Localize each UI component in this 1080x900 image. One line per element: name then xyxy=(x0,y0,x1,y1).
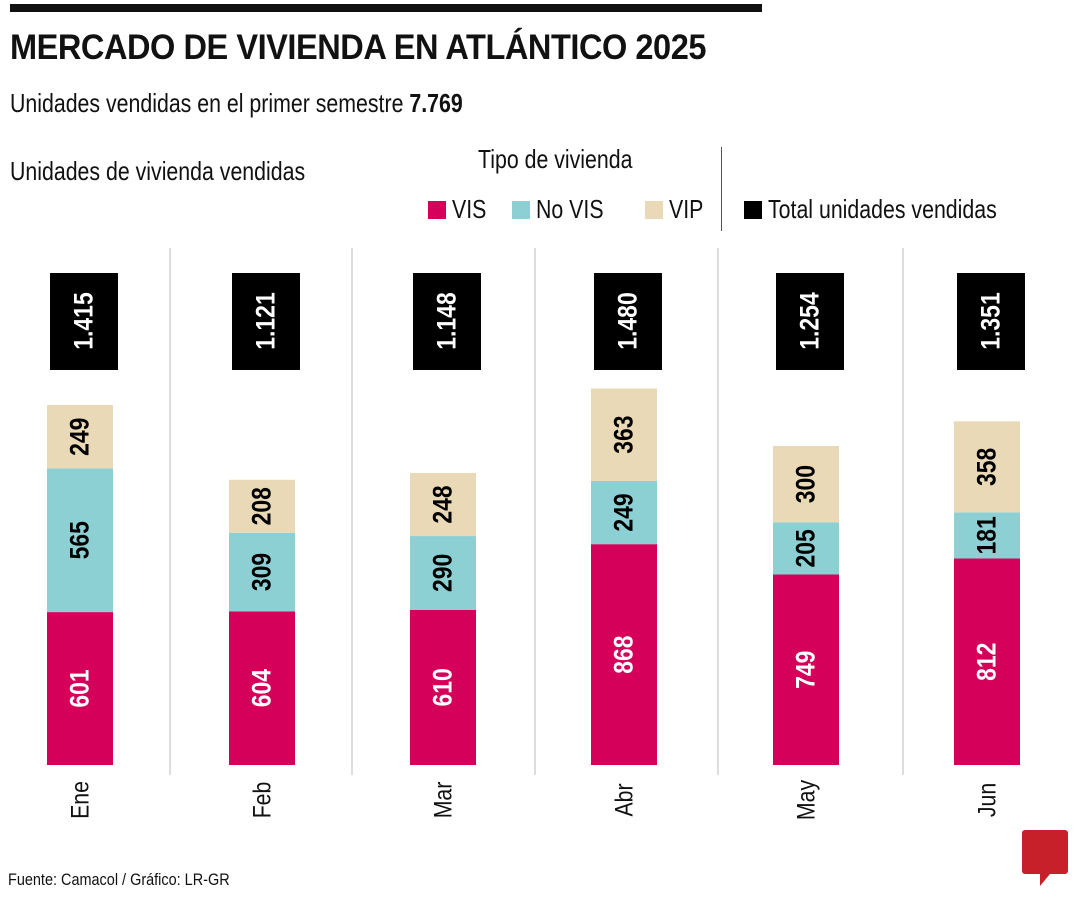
bar-segment-vip xyxy=(591,388,657,481)
total-label: 1.148 xyxy=(432,292,462,349)
x-tick-label: Abr xyxy=(610,783,638,816)
subtitle-text: Unidades vendidas en el primer semestre xyxy=(10,88,404,118)
data-label: 309 xyxy=(247,553,277,591)
data-label: 290 xyxy=(428,554,458,592)
data-label: 205 xyxy=(791,529,821,567)
bar-segment-vip xyxy=(773,445,839,523)
data-label: 601 xyxy=(65,669,95,707)
bar-segment-vis xyxy=(773,574,839,765)
legend-swatch xyxy=(428,200,446,219)
legend-item-vip: VIP xyxy=(645,194,711,225)
lr-logo xyxy=(1022,830,1068,886)
chart-subtitle: Unidades vendidas en el primer semestre … xyxy=(10,88,463,119)
chart-title: MERCADO DE VIVIENDA EN ATLÁNTICO 2025 xyxy=(10,28,706,67)
bar-segment-vip xyxy=(47,405,113,469)
bar-segment-vis xyxy=(954,558,1020,765)
total-label: 1.121 xyxy=(251,292,281,349)
bar-segment-no-vis xyxy=(954,512,1020,559)
total-label: 1.480 xyxy=(613,292,643,349)
legend-swatch xyxy=(744,200,762,219)
subtitle-value: 7.769 xyxy=(409,88,463,118)
bar-segment-vis xyxy=(47,612,113,765)
total-label: 1.351 xyxy=(976,292,1006,349)
bar-segment-vip xyxy=(229,479,295,533)
data-label: 300 xyxy=(791,465,821,503)
legend-label: No VIS xyxy=(536,194,604,224)
legend-swatch xyxy=(512,200,530,219)
data-label: 812 xyxy=(972,643,1002,681)
y-axis-label: Unidades de vivienda vendidas xyxy=(10,156,306,186)
total-box xyxy=(232,273,300,370)
total-label: 1.415 xyxy=(69,292,99,349)
data-label: 358 xyxy=(972,448,1002,486)
legend-item-novis: No VIS xyxy=(512,194,618,225)
data-label: 249 xyxy=(609,493,639,531)
data-label: 248 xyxy=(428,485,458,523)
data-label: 363 xyxy=(609,415,639,453)
bar-segment-vip xyxy=(954,421,1020,513)
x-tick-label: Mar xyxy=(429,781,457,818)
total-box xyxy=(413,273,481,370)
bar-segment-vis xyxy=(591,544,657,765)
data-label: 208 xyxy=(247,487,277,525)
legend-label: VIS xyxy=(452,194,487,224)
bar-segment-no-vis xyxy=(591,480,657,545)
x-tick-label: Ene xyxy=(66,781,94,819)
bar-segment-no-vis xyxy=(410,536,476,610)
top-rule xyxy=(10,4,762,12)
data-label: 565 xyxy=(65,521,95,559)
x-tick-label: Feb xyxy=(248,782,276,819)
legend-item-total: Total unidades vendidas xyxy=(744,194,1047,225)
total-box xyxy=(957,273,1025,370)
data-label: 749 xyxy=(791,651,821,689)
source-note: Fuente: Camacol / Gráfico: LR-GR xyxy=(8,870,230,889)
data-label: 604 xyxy=(247,669,277,707)
legend-label: Total unidades vendidas xyxy=(768,194,997,224)
bar-segment-vis xyxy=(410,609,476,765)
legend-item-vis: VIS xyxy=(428,194,494,225)
data-label: 610 xyxy=(428,668,458,706)
bar-segment-no-vis xyxy=(229,532,295,612)
data-label: 249 xyxy=(65,418,95,456)
legend-title: Tipo de vivienda xyxy=(478,144,633,174)
bar-segment-vis xyxy=(229,611,295,765)
total-box xyxy=(594,273,662,370)
legend-divider xyxy=(721,147,722,231)
bar-segment-no-vis xyxy=(47,468,113,613)
legend-swatch xyxy=(645,200,663,219)
legend-label: VIP xyxy=(669,194,704,224)
data-label: 868 xyxy=(609,635,639,673)
data-label: 181 xyxy=(972,516,1002,554)
x-tick-label: May xyxy=(792,780,820,820)
total-box xyxy=(50,273,118,370)
bar-segment-no-vis xyxy=(773,522,839,575)
total-label: 1.254 xyxy=(795,292,825,349)
bar-segment-vip xyxy=(410,472,476,537)
total-box xyxy=(776,273,844,370)
x-tick-label: Jun xyxy=(973,783,1001,817)
